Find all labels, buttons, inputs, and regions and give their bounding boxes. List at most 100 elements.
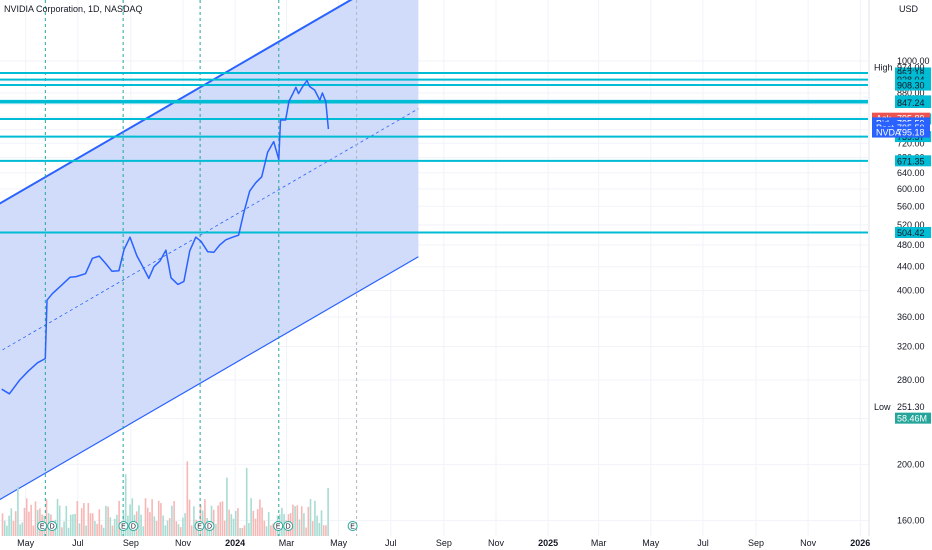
- volume-bar: [171, 505, 173, 536]
- event-marker-label: E: [276, 524, 281, 531]
- x-tick-label: 2024: [225, 538, 245, 548]
- volume-bar: [221, 501, 224, 536]
- volume-bar: [30, 504, 32, 536]
- volume-bar: [237, 508, 239, 536]
- event-marker-label: D: [207, 524, 212, 531]
- volume-bar: [21, 522, 24, 536]
- volume-bar: [157, 500, 160, 536]
- level-tag: [895, 67, 931, 79]
- volume-bar: [102, 527, 105, 536]
- chart-title: NVIDIA Corporation, 1D, NASDAQ: [4, 4, 143, 14]
- volume-bar: [243, 525, 246, 536]
- volume-bar: [149, 512, 151, 536]
- volume-bar: [72, 514, 74, 536]
- volume-bar: [311, 521, 314, 536]
- volume-bar: [138, 505, 140, 536]
- volume-bar: [186, 461, 189, 536]
- level-tag: [895, 226, 931, 238]
- event-marker: [273, 521, 284, 531]
- volume-bar: [111, 525, 114, 536]
- x-tick-label: Jul: [385, 538, 397, 548]
- volume-bar: [309, 499, 312, 536]
- volume-bar: [223, 520, 226, 536]
- volume-bar: [129, 504, 131, 536]
- volume-bar: [45, 499, 48, 536]
- event-marker-label: E: [197, 524, 202, 531]
- volume-bar: [188, 499, 191, 536]
- volume-bar: [274, 524, 277, 536]
- volume-bar: [327, 487, 329, 536]
- high-value: 974.00: [897, 63, 925, 73]
- y-tick-label: 360.00: [897, 312, 925, 322]
- level-tag: [895, 155, 931, 167]
- volume-bar: [113, 518, 116, 536]
- event-marker-label: E: [40, 524, 45, 531]
- volume-bar: [230, 514, 233, 536]
- event-marker-label: D: [286, 524, 291, 531]
- volume-bar: [96, 523, 98, 536]
- volume-bar: [252, 510, 255, 536]
- volume-bar: [118, 500, 120, 536]
- volume-bar: [25, 498, 28, 536]
- currency-label[interactable]: USD: [899, 4, 919, 14]
- regression-channel: [0, 0, 419, 501]
- volume-bar: [320, 510, 323, 536]
- high-label: High: [874, 63, 893, 73]
- volume-bar: [256, 509, 259, 536]
- volume-bar: [179, 527, 182, 536]
- volume-bar: [105, 505, 107, 536]
- volume-bar: [91, 513, 94, 536]
- y-tick-label: 200.00: [897, 459, 925, 469]
- horizontal-levels[interactable]: [0, 71, 868, 234]
- volume-bar: [14, 511, 17, 536]
- x-tick-label: Mar: [591, 538, 607, 548]
- y-tick-label: 160.00: [897, 515, 925, 525]
- volume-bar: [76, 501, 79, 536]
- quote-tag-label: NVDA: [876, 128, 901, 138]
- volume-bar: [204, 499, 206, 536]
- volume-bar: [153, 516, 156, 536]
- volume-bar: [131, 498, 134, 536]
- volume-bar: [193, 506, 195, 536]
- volume-bar: [184, 513, 186, 536]
- volume-bar: [28, 511, 30, 536]
- volume-tag: [895, 412, 931, 424]
- volume-bar: [219, 502, 222, 536]
- level-tag-label: 908.30: [897, 81, 925, 91]
- volume-bar: [234, 510, 237, 536]
- volume-bar: [1, 513, 4, 536]
- level-tag-label: 847.24: [897, 98, 925, 108]
- event-marker-label: D: [131, 524, 136, 531]
- quote-tag: [872, 126, 930, 138]
- volume-bar: [217, 505, 219, 536]
- volume-bar: [325, 525, 327, 536]
- volume-bar: [239, 527, 241, 536]
- volume-bar: [67, 527, 70, 536]
- level-tag-label: 953.18: [897, 68, 925, 78]
- volume-bar: [140, 514, 142, 536]
- time-axis[interactable]: May Jul Sep Nov 2024 Mar May Jul Sep Nov 2025 Mar Ma…: [17, 538, 870, 548]
- volume-bar: [63, 521, 65, 536]
- volume-bar: [146, 507, 149, 536]
- volume-bar: [305, 527, 307, 536]
- price-tags: 953.18928.04908.30852.65847.24793.42739.…: [872, 63, 931, 424]
- level-tag: [895, 96, 931, 108]
- volume-bar: [8, 515, 10, 536]
- x-tick-label: Nov: [800, 538, 817, 548]
- volume-bar: [10, 508, 13, 536]
- x-tick-label: May: [17, 538, 35, 548]
- low-value: 251.30: [897, 402, 925, 412]
- x-tick-label: Sep: [436, 538, 452, 548]
- volume-bar: [142, 526, 145, 536]
- volume-bar: [175, 521, 178, 536]
- volume-bar: [3, 520, 6, 536]
- volume-bar: [250, 498, 252, 536]
- y-tick-label: 320.00: [897, 342, 925, 352]
- level-tag-label: 504.42: [897, 228, 925, 238]
- volume-bar: [85, 525, 87, 536]
- event-marker: [204, 521, 215, 531]
- volume-bar: [98, 509, 101, 536]
- volume-tag-label: 58.46M: [897, 414, 927, 424]
